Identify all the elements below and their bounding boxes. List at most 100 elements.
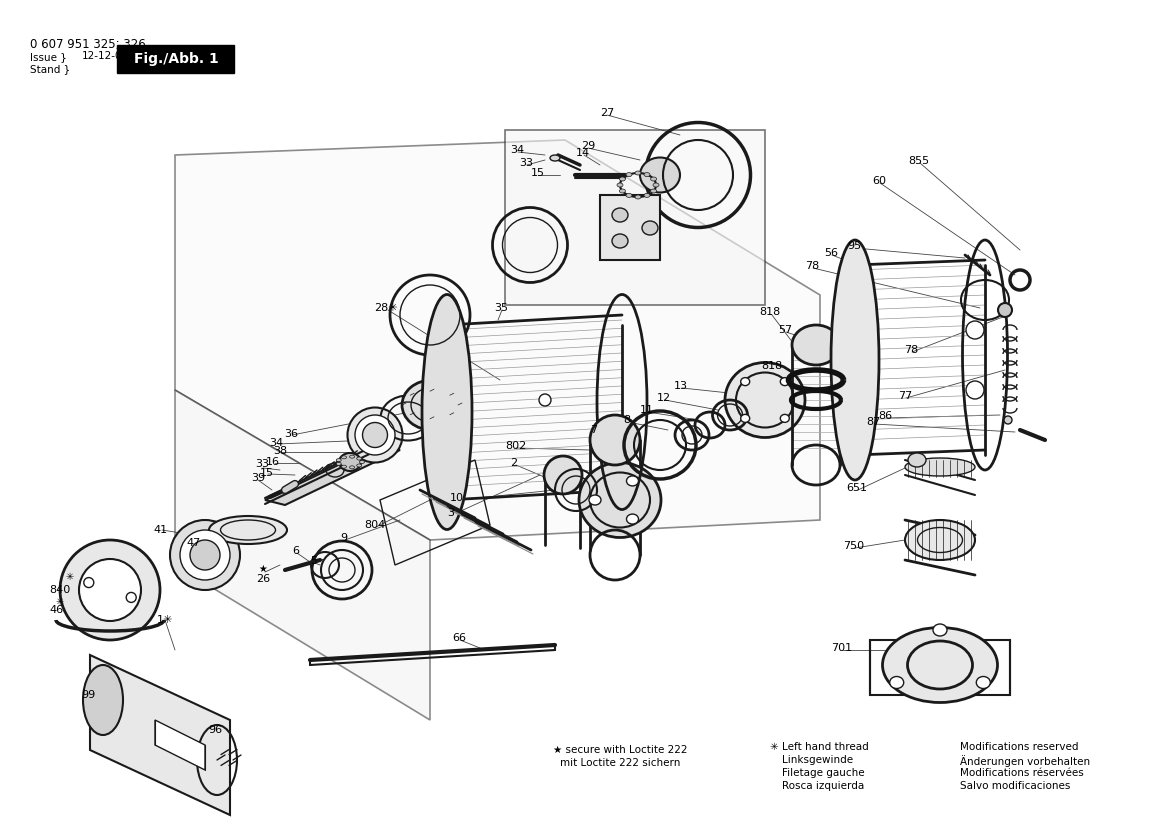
Ellipse shape <box>362 423 387 448</box>
Ellipse shape <box>126 592 137 602</box>
Ellipse shape <box>780 415 789 422</box>
Ellipse shape <box>350 466 354 469</box>
Ellipse shape <box>627 173 632 177</box>
Text: 99: 99 <box>81 690 95 700</box>
Ellipse shape <box>741 377 749 386</box>
Text: 15: 15 <box>260 468 274 478</box>
Ellipse shape <box>883 628 997 702</box>
Ellipse shape <box>357 464 361 467</box>
Ellipse shape <box>589 495 601 505</box>
Text: Salvo modificaciones: Salvo modificaciones <box>960 781 1071 791</box>
Text: 26: 26 <box>256 574 270 584</box>
Ellipse shape <box>590 415 639 465</box>
Text: Fig./Abb. 1: Fig./Abb. 1 <box>133 52 219 66</box>
Ellipse shape <box>905 458 975 476</box>
Text: 750: 750 <box>844 541 865 551</box>
Text: 16: 16 <box>267 457 281 467</box>
Ellipse shape <box>653 183 659 187</box>
Text: 27: 27 <box>600 108 614 118</box>
Polygon shape <box>600 195 660 260</box>
Ellipse shape <box>976 676 990 689</box>
Text: ✳: ✳ <box>56 597 64 607</box>
Text: 15: 15 <box>531 168 545 178</box>
Ellipse shape <box>933 624 947 636</box>
Text: 60: 60 <box>872 176 886 186</box>
Ellipse shape <box>341 456 346 458</box>
Text: 66: 66 <box>452 633 466 643</box>
Text: 651: 651 <box>846 483 867 493</box>
Ellipse shape <box>642 221 658 235</box>
Ellipse shape <box>209 516 288 544</box>
Text: 701: 701 <box>831 643 852 653</box>
Text: Issue }: Issue } <box>30 52 67 62</box>
Text: 78: 78 <box>904 345 918 355</box>
Ellipse shape <box>780 377 789 386</box>
Ellipse shape <box>60 540 160 640</box>
Text: 57: 57 <box>777 325 793 335</box>
Ellipse shape <box>170 520 240 590</box>
Polygon shape <box>175 390 430 720</box>
Ellipse shape <box>83 665 123 735</box>
Polygon shape <box>505 130 765 305</box>
Ellipse shape <box>635 195 641 199</box>
Ellipse shape <box>339 453 361 471</box>
Text: 1✳: 1✳ <box>157 615 173 625</box>
Text: ★ secure with Loctite 222: ★ secure with Loctite 222 <box>553 745 687 755</box>
Text: ✳ Left hand thread: ✳ Left hand thread <box>770 742 869 752</box>
Ellipse shape <box>337 458 341 462</box>
Ellipse shape <box>549 155 560 161</box>
Text: 818: 818 <box>760 307 781 317</box>
Ellipse shape <box>539 394 551 406</box>
Ellipse shape <box>613 208 628 222</box>
Polygon shape <box>90 655 230 815</box>
Text: 855: 855 <box>908 156 929 166</box>
Ellipse shape <box>1004 416 1012 424</box>
Text: 46: 46 <box>49 605 63 615</box>
FancyBboxPatch shape <box>117 45 234 73</box>
Text: 3: 3 <box>448 508 455 518</box>
Text: Modifications reserved: Modifications reserved <box>960 742 1079 752</box>
Text: 33: 33 <box>255 459 269 469</box>
Ellipse shape <box>644 173 650 177</box>
Text: 96: 96 <box>208 725 222 735</box>
Text: Modifications réservées: Modifications réservées <box>960 768 1084 778</box>
Text: 78: 78 <box>805 261 819 271</box>
Ellipse shape <box>905 520 975 560</box>
Text: 38: 38 <box>272 446 288 456</box>
Text: 13: 13 <box>675 381 689 391</box>
Text: 12-12-04: 12-12-04 <box>82 51 129 61</box>
Ellipse shape <box>620 189 625 193</box>
Text: 802: 802 <box>505 441 526 451</box>
Text: 14: 14 <box>576 148 590 158</box>
Text: 86: 86 <box>878 411 892 421</box>
Text: Änderungen vorbehalten: Änderungen vorbehalten <box>960 755 1091 767</box>
Text: 7: 7 <box>590 425 597 435</box>
Text: Filetage gauche: Filetage gauche <box>782 768 865 778</box>
Polygon shape <box>175 140 819 540</box>
Text: ✳: ✳ <box>65 572 74 582</box>
Ellipse shape <box>627 193 632 197</box>
Text: 47: 47 <box>187 538 201 548</box>
Text: Stand }: Stand } <box>30 64 70 74</box>
Ellipse shape <box>644 193 650 197</box>
Text: 87: 87 <box>866 417 880 427</box>
Ellipse shape <box>341 465 346 468</box>
Text: 39: 39 <box>251 473 265 483</box>
Text: 95: 95 <box>846 241 862 251</box>
Text: 77: 77 <box>898 391 912 401</box>
Text: 8: 8 <box>623 415 630 425</box>
Text: ★: ★ <box>258 564 268 574</box>
Text: 35: 35 <box>494 303 509 313</box>
Ellipse shape <box>360 461 365 463</box>
Text: 10: 10 <box>450 493 464 503</box>
Ellipse shape <box>651 177 657 181</box>
Ellipse shape <box>627 514 638 524</box>
Text: 34: 34 <box>269 438 283 448</box>
Ellipse shape <box>357 457 361 460</box>
Text: 6: 6 <box>292 546 299 556</box>
Ellipse shape <box>793 325 841 365</box>
Ellipse shape <box>579 463 660 538</box>
Ellipse shape <box>635 171 641 175</box>
Ellipse shape <box>617 183 623 187</box>
Polygon shape <box>265 445 400 505</box>
